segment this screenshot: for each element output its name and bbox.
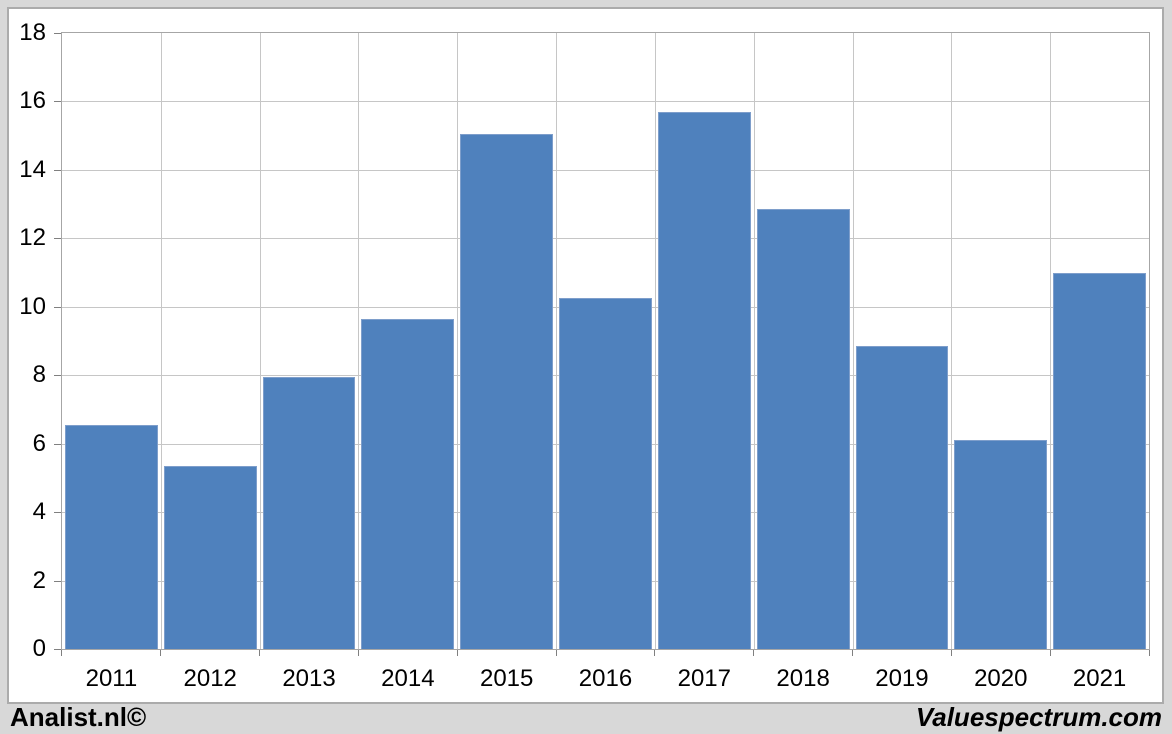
- bar-2013: [262, 376, 356, 649]
- v-gridline-10: [1050, 33, 1052, 649]
- y-tick-label-6: 6: [32, 429, 46, 457]
- h-gridline-16: [62, 101, 1149, 103]
- y-tick-label-8: 8: [32, 361, 46, 389]
- bar-2017: [657, 111, 751, 649]
- x-tick-label-2016: 2016: [578, 665, 633, 692]
- v-gridline-3: [358, 33, 360, 649]
- h-gridline-12: [62, 238, 1149, 240]
- x-tick-mark-10: [1050, 650, 1052, 656]
- x-tick-mark-3: [357, 650, 359, 656]
- bar-2016: [559, 298, 652, 649]
- bar-2015: [460, 133, 554, 649]
- x-tick-mark-6: [654, 650, 656, 656]
- v-gridline-8: [852, 33, 854, 649]
- y-tick-mark-14: [54, 169, 61, 171]
- x-tick-label-2011: 2011: [85, 665, 138, 692]
- x-tick-mark-11: [1149, 650, 1150, 656]
- x-tick-label-2012: 2012: [183, 665, 237, 692]
- x-tick-label-2019: 2019: [875, 665, 929, 692]
- x-tick-mark-9: [951, 650, 953, 656]
- plot-area: [61, 32, 1150, 650]
- y-tick-mark-10: [54, 306, 61, 308]
- y-tick-label-4: 4: [32, 498, 46, 526]
- v-gridline-7: [753, 33, 755, 649]
- x-tick-mark-5: [555, 650, 557, 656]
- x-tick-label-2014: 2014: [381, 665, 435, 692]
- bar-2021: [1053, 272, 1146, 649]
- x-tick-label-2021: 2021: [1072, 665, 1127, 692]
- bar-2012: [163, 465, 257, 649]
- bar-2011: [65, 424, 158, 649]
- h-gridline-14: [62, 169, 1149, 171]
- y-tick-label-0: 0: [32, 635, 46, 662]
- x-tick-label-2015: 2015: [479, 665, 534, 692]
- bar-2020: [954, 440, 1048, 649]
- x-tick-mark-0: [61, 650, 62, 656]
- v-gridline-6: [654, 33, 656, 649]
- v-gridline-4: [457, 33, 459, 649]
- y-tick-mark-16: [54, 101, 61, 103]
- x-tick-mark-2: [258, 650, 260, 656]
- y-tick-label-12: 12: [19, 224, 46, 252]
- x-tick-mark-7: [753, 650, 755, 656]
- v-gridline-2: [259, 33, 261, 649]
- y-tick-label-2: 2: [32, 566, 46, 594]
- y-tick-mark-2: [54, 580, 61, 582]
- x-tick-mark-1: [159, 650, 161, 656]
- bar-2018: [756, 209, 850, 649]
- y-tick-label-18: 18: [19, 19, 46, 46]
- valuespectrum-credit: Valuespectrum.com: [915, 702, 1162, 732]
- x-tick-label-2013: 2013: [282, 665, 336, 692]
- y-tick-label-16: 16: [19, 87, 46, 115]
- v-gridline-1: [160, 33, 162, 649]
- y-tick-mark-4: [54, 512, 61, 514]
- y-tick-mark-8: [54, 375, 61, 377]
- v-gridline-9: [951, 33, 953, 649]
- y-tick-mark-12: [54, 238, 61, 240]
- x-tick-mark-4: [456, 650, 458, 656]
- y-tick-mark-0: [54, 649, 61, 650]
- analist-credit: Analist.nl©: [10, 702, 147, 732]
- x-tick-mark-8: [852, 650, 854, 656]
- v-gridline-5: [556, 33, 558, 649]
- y-tick-label-10: 10: [19, 292, 46, 320]
- y-tick-label-14: 14: [19, 155, 46, 183]
- y-tick-mark-6: [54, 443, 61, 445]
- x-tick-label-2018: 2018: [776, 665, 830, 692]
- y-tick-mark-18: [54, 33, 61, 34]
- bar-2014: [361, 318, 455, 649]
- x-tick-label-2020: 2020: [974, 665, 1028, 692]
- bar-2019: [855, 346, 949, 649]
- x-tick-label-2017: 2017: [677, 665, 731, 692]
